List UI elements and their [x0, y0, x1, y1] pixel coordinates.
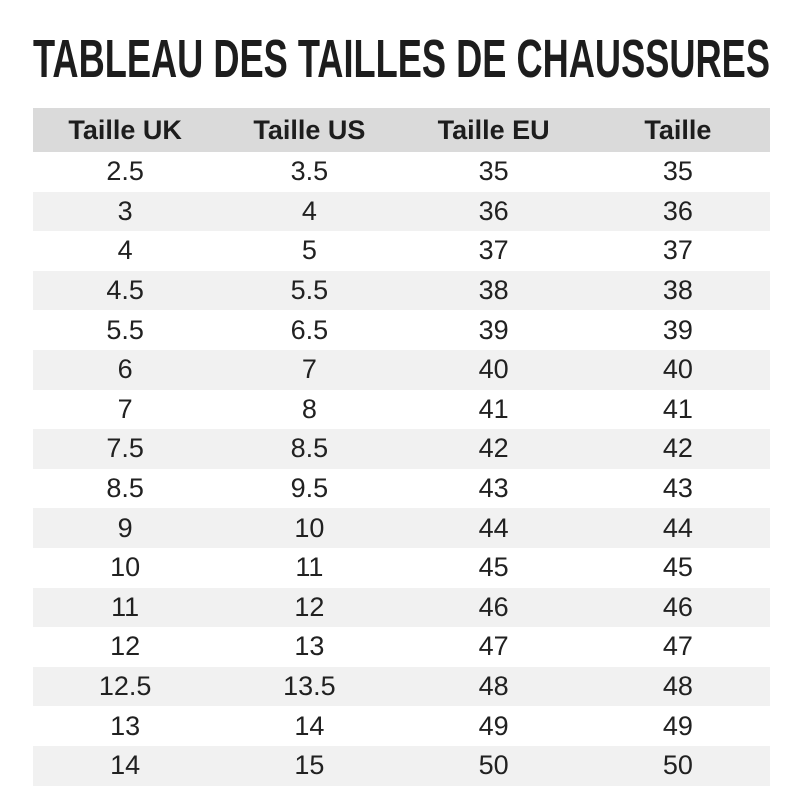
table-row: 12 13 47 47	[33, 627, 770, 667]
size-cell: 37	[401, 231, 586, 271]
size-cell: 47	[585, 627, 770, 667]
size-cell: 40	[585, 349, 770, 390]
size-cell: 3.5	[217, 152, 402, 192]
size-cell: 8.5	[33, 468, 218, 509]
size-cell: 46	[585, 587, 770, 628]
size-cell: 47	[401, 627, 586, 667]
size-cell: 42	[585, 429, 770, 469]
size-cell: 36	[585, 191, 770, 232]
size-cell: 38	[585, 270, 770, 311]
size-cell: 15	[217, 745, 402, 786]
size-cell: 43	[585, 468, 770, 509]
size-cell: 12	[33, 627, 218, 667]
size-cell: 4	[217, 191, 402, 232]
table-row: 7.5 8.5 42 42	[33, 429, 770, 469]
size-cell: 35	[585, 152, 770, 192]
size-cell: 5.5	[217, 270, 402, 311]
table-row: 11 12 46 46	[33, 587, 770, 628]
size-cell: 45	[401, 547, 586, 588]
table-body: 2.5 3.5 35 35 3 4 36 36 4 5 37 37 4.5 5.5 38 38 5.5 6.5 39…	[33, 152, 770, 786]
size-cell: 42	[401, 429, 586, 469]
size-cell: 39	[401, 310, 586, 350]
table-row: 9 10 44 44	[33, 508, 770, 548]
table-row: 12.5 13.5 48 48	[33, 666, 770, 707]
size-cell: 12.5	[33, 666, 218, 707]
table-row: 4.5 5.5 38 38	[33, 270, 770, 311]
size-cell: 5	[217, 231, 402, 271]
page-title: TABLEAU DES TAILLES DE CHAUSSURES	[33, 29, 770, 89]
size-cell: 50	[401, 745, 586, 786]
size-cell: 7.5	[33, 429, 218, 469]
page-title-svg: TABLEAU DES TAILLES DE CHAUSSURES	[33, 29, 770, 89]
size-cell: 40	[401, 349, 586, 390]
size-cell: 13	[217, 627, 402, 667]
table-row: 4 5 37 37	[33, 231, 770, 271]
size-cell: 49	[585, 706, 770, 746]
table-row: 3 4 36 36	[33, 191, 770, 232]
size-cell: 13.5	[217, 666, 402, 707]
size-conversion-table: Taille UK Taille US Taille EU Taille 2.5…	[33, 108, 770, 786]
table-header-row: Taille UK Taille US Taille EU Taille	[33, 108, 770, 152]
size-cell: 9.5	[217, 468, 402, 509]
size-cell: 4.5	[33, 270, 218, 311]
table-row: 2.5 3.5 35 35	[33, 152, 770, 192]
size-cell: 5.5	[33, 310, 218, 350]
size-cell: 3	[33, 191, 218, 232]
size-cell: 8	[217, 389, 402, 430]
size-cell: 2.5	[33, 152, 218, 192]
table-row: 5.5 6.5 39 39	[33, 310, 770, 350]
column-header-taille-eu: Taille EU	[401, 108, 586, 152]
column-header-taille-us: Taille US	[217, 108, 402, 152]
size-cell: 41	[585, 389, 770, 430]
size-cell: 49	[401, 706, 586, 746]
size-cell: 8.5	[217, 429, 402, 469]
size-cell: 41	[401, 389, 586, 430]
table-head: Taille UK Taille US Taille EU Taille	[33, 108, 770, 152]
table-row: 10 11 45 45	[33, 547, 770, 588]
column-header-taille: Taille	[585, 108, 770, 152]
size-cell: 4	[33, 231, 218, 271]
table-row: 6 7 40 40	[33, 349, 770, 390]
table-row: 13 14 49 49	[33, 706, 770, 746]
size-cell: 14	[217, 706, 402, 746]
size-cell: 44	[401, 508, 586, 548]
size-cell: 37	[585, 231, 770, 271]
table-row: 8.5 9.5 43 43	[33, 468, 770, 509]
table-row: 7 8 41 41	[33, 389, 770, 430]
size-cell: 10	[33, 547, 218, 588]
table-row: 14 15 50 50	[33, 745, 770, 786]
size-cell: 45	[585, 547, 770, 588]
size-cell: 12	[217, 587, 402, 628]
size-cell: 50	[585, 745, 770, 786]
size-cell: 46	[401, 587, 586, 628]
size-cell: 6	[33, 349, 218, 390]
page-title-text: TABLEAU DES TAILLES DE CHAUSSURES	[33, 33, 770, 89]
size-cell: 38	[401, 270, 586, 311]
size-cell: 36	[401, 191, 586, 232]
size-cell: 14	[33, 745, 218, 786]
size-cell: 9	[33, 508, 218, 548]
size-cell: 7	[33, 389, 218, 430]
size-cell: 39	[585, 310, 770, 350]
size-cell: 48	[585, 666, 770, 707]
column-header-taille-uk: Taille UK	[33, 108, 218, 152]
size-cell: 10	[217, 508, 402, 548]
size-cell: 7	[217, 349, 402, 390]
size-cell: 44	[585, 508, 770, 548]
size-cell: 13	[33, 706, 218, 746]
size-cell: 35	[401, 152, 586, 192]
size-cell: 6.5	[217, 310, 402, 350]
size-cell: 43	[401, 468, 586, 509]
size-cell: 48	[401, 666, 586, 707]
size-cell: 11	[33, 587, 218, 628]
size-cell: 11	[217, 547, 402, 588]
